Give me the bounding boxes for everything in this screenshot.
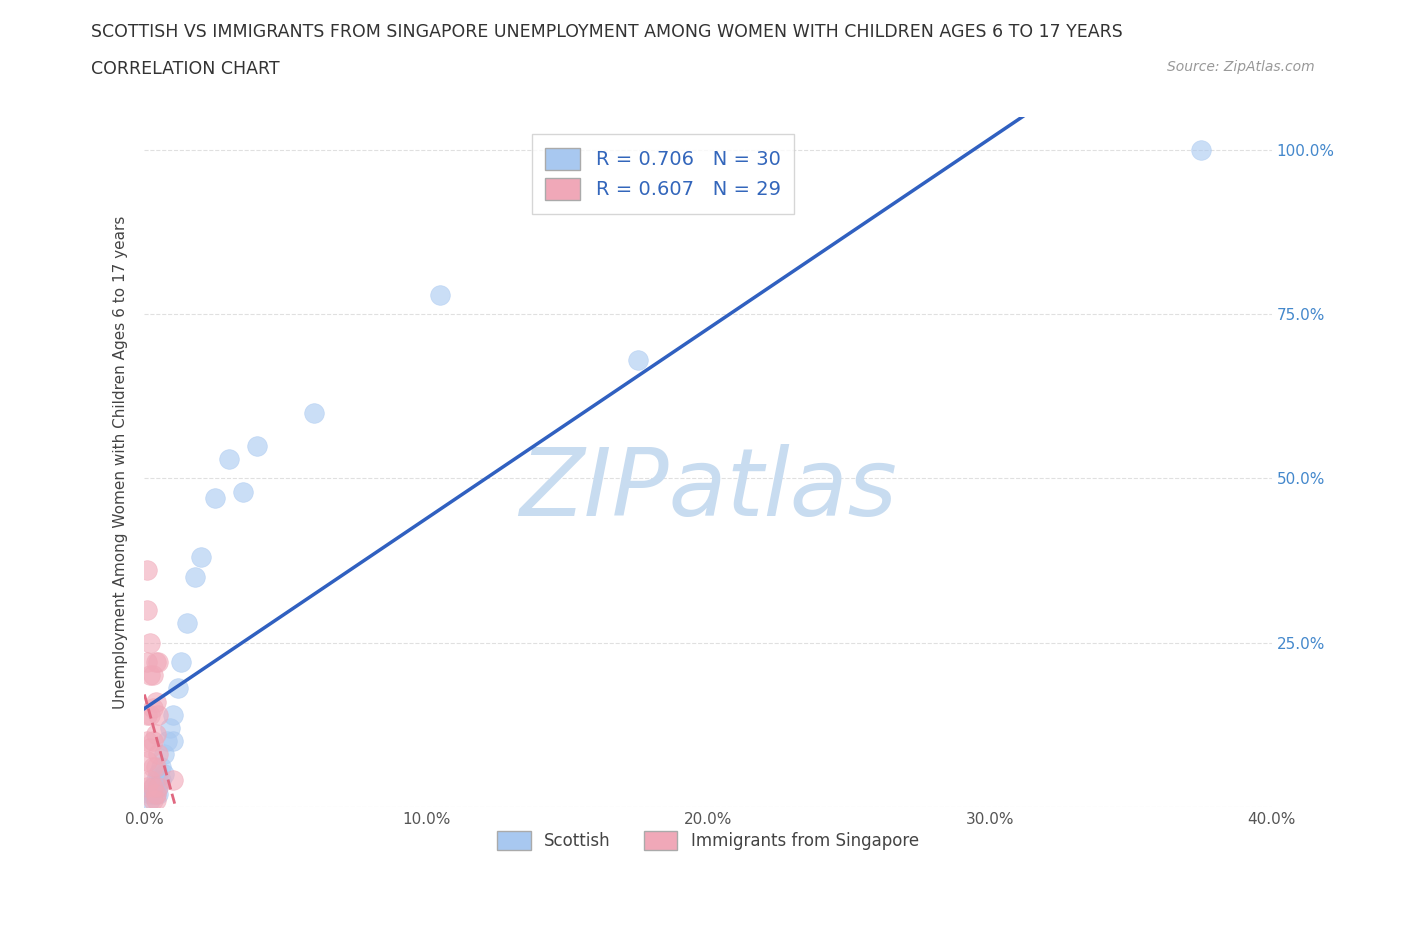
Point <box>139 708 162 723</box>
Point <box>159 721 181 736</box>
Point <box>153 766 176 781</box>
Point <box>302 405 325 420</box>
Point <box>145 760 167 775</box>
Point <box>145 786 167 801</box>
Point <box>627 352 650 367</box>
Point <box>156 734 179 749</box>
Point <box>148 655 170 670</box>
Point <box>150 760 173 775</box>
Point <box>429 287 451 302</box>
Point <box>162 734 184 749</box>
Point <box>145 694 167 709</box>
Point <box>148 747 170 762</box>
Point <box>142 779 165 794</box>
Point <box>204 491 226 506</box>
Point <box>148 779 170 794</box>
Point <box>142 792 165 807</box>
Text: SCOTTISH VS IMMIGRANTS FROM SINGAPORE UNEMPLOYMENT AMONG WOMEN WITH CHILDREN AGE: SCOTTISH VS IMMIGRANTS FROM SINGAPORE UN… <box>91 23 1123 41</box>
Point <box>139 635 162 650</box>
Text: Source: ZipAtlas.com: Source: ZipAtlas.com <box>1167 60 1315 74</box>
Point <box>136 708 159 723</box>
Point <box>142 668 165 683</box>
Point <box>153 747 176 762</box>
Legend: Scottish, Immigrants from Singapore: Scottish, Immigrants from Singapore <box>491 824 925 857</box>
Point <box>136 753 159 768</box>
Point <box>162 773 184 788</box>
Point <box>145 655 167 670</box>
Point <box>142 779 165 794</box>
Point <box>142 760 165 775</box>
Point <box>142 700 165 715</box>
Point <box>139 773 162 788</box>
Point <box>145 727 167 742</box>
Point <box>145 786 167 801</box>
Point <box>145 773 167 788</box>
Point <box>150 773 173 788</box>
Point <box>232 485 254 499</box>
Point <box>139 792 162 807</box>
Y-axis label: Unemployment Among Women with Children Ages 6 to 17 years: Unemployment Among Women with Children A… <box>114 215 128 709</box>
Point <box>136 603 159 618</box>
Point <box>136 779 159 794</box>
Point <box>246 438 269 453</box>
Point <box>136 563 159 578</box>
Point <box>136 655 159 670</box>
Point <box>148 708 170 723</box>
Point <box>162 708 184 723</box>
Point <box>139 786 162 801</box>
Text: ZIPatlas: ZIPatlas <box>519 444 897 535</box>
Point <box>148 786 170 801</box>
Point <box>218 451 240 466</box>
Point <box>142 786 165 801</box>
Point <box>176 616 198 631</box>
Point <box>148 766 170 781</box>
Point <box>145 792 167 807</box>
Point <box>167 681 190 696</box>
Point <box>190 550 212 565</box>
Point <box>1191 142 1213 157</box>
Point <box>136 734 159 749</box>
Point <box>170 655 193 670</box>
Point <box>139 740 162 755</box>
Point <box>142 734 165 749</box>
Point <box>139 668 162 683</box>
Text: CORRELATION CHART: CORRELATION CHART <box>91 60 280 78</box>
Point <box>148 779 170 794</box>
Point <box>184 569 207 584</box>
